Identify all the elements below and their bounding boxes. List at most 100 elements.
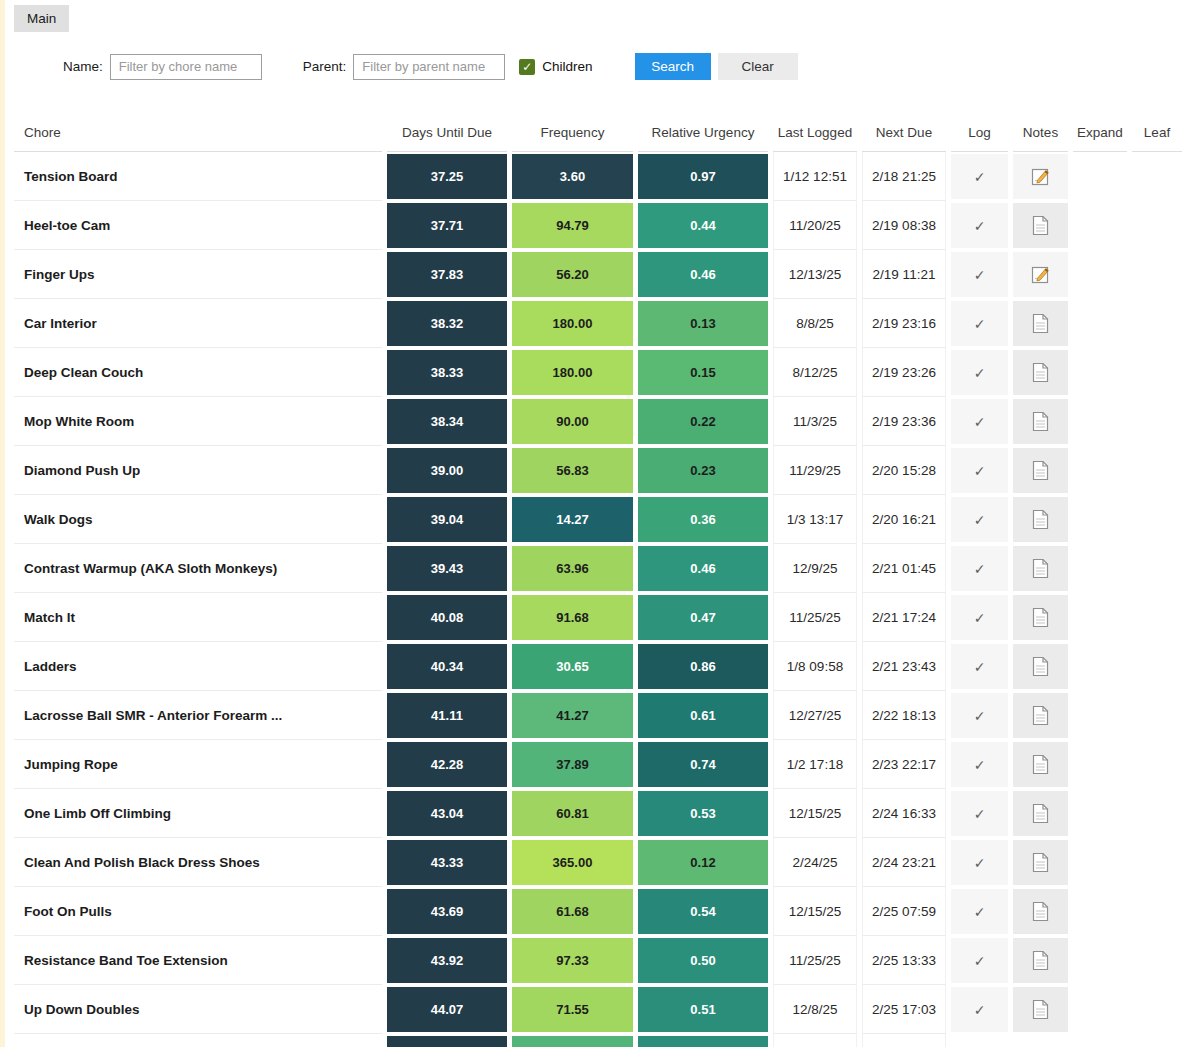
chore-name: Contrast Warmup (AKA Sloth Monkeys): [14, 544, 382, 593]
next-due-cell: 2/24 16:33: [862, 789, 946, 838]
table-row: Match It 40.08 91.68 0.47 11/25/25 2/21 …: [14, 593, 1182, 642]
notes-button[interactable]: [1013, 546, 1068, 591]
notes-button[interactable]: [1013, 399, 1068, 444]
check-icon: ✓: [974, 904, 986, 920]
document-icon: [1032, 411, 1049, 432]
log-button[interactable]: ✓: [951, 350, 1008, 395]
leaf-cell: [1132, 985, 1182, 1034]
log-button[interactable]: ✓: [951, 644, 1008, 689]
days-until-due-cell: 42.28: [387, 742, 507, 787]
column-header-chore[interactable]: Chore: [14, 125, 382, 152]
table-row: Tension Board 37.25 3.60 0.97 1/12 12:51…: [14, 152, 1182, 201]
notes-button[interactable]: [1013, 1036, 1068, 1047]
log-button[interactable]: ✓: [951, 203, 1008, 248]
notes-button[interactable]: [1013, 252, 1068, 297]
tab-main[interactable]: Main: [14, 5, 69, 32]
expand-cell: [1073, 152, 1127, 201]
column-header-last-logged[interactable]: Last Logged: [773, 125, 857, 152]
log-button[interactable]: ✓: [951, 987, 1008, 1032]
last-logged-cell: 12/13/25: [773, 250, 857, 299]
notes-button[interactable]: [1013, 693, 1068, 738]
leaf-cell: [1132, 593, 1182, 642]
column-header-log[interactable]: Log: [951, 125, 1008, 152]
expand-cell: [1073, 544, 1127, 593]
leaf-cell: [1132, 495, 1182, 544]
next-due-cell: 2/19 11:21: [862, 250, 946, 299]
table-row: Car Interior 38.32 180.00 0.13 8/8/25 2/…: [14, 299, 1182, 348]
notes-button[interactable]: [1013, 497, 1068, 542]
notes-button[interactable]: [1013, 448, 1068, 493]
last-logged-cell: 8/12/25: [773, 348, 857, 397]
expand-cell: [1073, 1034, 1127, 1047]
column-header-frequency[interactable]: Frequency: [512, 125, 633, 152]
notes-button[interactable]: [1013, 154, 1068, 199]
column-header-next-due[interactable]: Next Due: [862, 125, 946, 152]
last-logged-cell: 12/9/25: [773, 544, 857, 593]
expand-cell: [1073, 299, 1127, 348]
document-icon: [1032, 803, 1049, 824]
log-button[interactable]: ✓: [951, 301, 1008, 346]
days-until-due-cell: 40.08: [387, 595, 507, 640]
next-due-cell: 2/20 16:21: [862, 495, 946, 544]
search-button[interactable]: Search: [635, 53, 711, 80]
days-until-due-cell: 43.04: [387, 791, 507, 836]
table-row: Walk Dogs 39.04 14.27 0.36 1/3 13:17 2/2…: [14, 495, 1182, 544]
edit-note-icon: [1031, 265, 1051, 285]
expand-cell: [1073, 838, 1127, 887]
expand-cell: [1073, 201, 1127, 250]
notes-button[interactable]: [1013, 350, 1068, 395]
clear-button[interactable]: Clear: [718, 53, 798, 80]
column-header-notes[interactable]: Notes: [1013, 125, 1068, 152]
notes-button[interactable]: [1013, 203, 1068, 248]
children-checkbox[interactable]: ✓: [519, 59, 535, 75]
notes-button[interactable]: [1013, 742, 1068, 787]
log-button[interactable]: ✓: [951, 693, 1008, 738]
log-button[interactable]: ✓: [951, 399, 1008, 444]
log-button[interactable]: ✓: [951, 546, 1008, 591]
log-button[interactable]: ✓: [951, 595, 1008, 640]
column-header-leaf[interactable]: Leaf: [1132, 125, 1182, 152]
column-header-expand[interactable]: Expand: [1073, 125, 1127, 152]
document-icon: [1032, 852, 1049, 873]
relative-urgency-cell: 0.47: [638, 595, 768, 640]
notes-button[interactable]: [1013, 987, 1068, 1032]
relative-urgency-cell: 0.13: [638, 301, 768, 346]
column-header-days-until-due[interactable]: Days Until Due: [387, 125, 507, 152]
log-button[interactable]: [951, 1036, 1008, 1047]
check-icon: ✓: [974, 512, 986, 528]
notes-button[interactable]: [1013, 840, 1068, 885]
notes-button[interactable]: [1013, 889, 1068, 934]
parent-name-filter-input[interactable]: [353, 54, 505, 80]
log-button[interactable]: ✓: [951, 252, 1008, 297]
relative-urgency-cell: 0.97: [638, 154, 768, 199]
expand-cell: [1073, 985, 1127, 1034]
log-button[interactable]: ✓: [951, 154, 1008, 199]
notes-button[interactable]: [1013, 791, 1068, 836]
notes-button[interactable]: [1013, 644, 1068, 689]
chore-name-filter-input[interactable]: [110, 54, 262, 80]
log-button[interactable]: ✓: [951, 938, 1008, 983]
next-due-cell: 2/22 18:13: [862, 691, 946, 740]
table-row: Jumping Rope 42.28 37.89 0.74 1/2 17:18 …: [14, 740, 1182, 789]
log-button[interactable]: ✓: [951, 448, 1008, 493]
chore-name: Clean And Polish Black Dress Shoes: [14, 838, 382, 887]
notes-button[interactable]: [1013, 938, 1068, 983]
frequency-cell: 97.33: [512, 938, 633, 983]
chore-name: Resistance Band Toe Extension: [14, 936, 382, 985]
chore-name: Match It: [14, 593, 382, 642]
last-logged-cell: 11/3/25: [773, 397, 857, 446]
log-button[interactable]: ✓: [951, 889, 1008, 934]
notes-button[interactable]: [1013, 301, 1068, 346]
table-body: Tension Board 37.25 3.60 0.97 1/12 12:51…: [14, 152, 1182, 1047]
log-button[interactable]: ✓: [951, 840, 1008, 885]
notes-button[interactable]: [1013, 595, 1068, 640]
relative-urgency-cell: 0.46: [638, 546, 768, 591]
days-until-due-cell: 44.07: [387, 987, 507, 1032]
days-until-due-cell: 37.83: [387, 252, 507, 297]
log-button[interactable]: ✓: [951, 742, 1008, 787]
log-button[interactable]: ✓: [951, 791, 1008, 836]
column-header-relative-urgency[interactable]: Relative Urgency: [638, 125, 768, 152]
log-button[interactable]: ✓: [951, 497, 1008, 542]
days-until-due-cell: 38.32: [387, 301, 507, 346]
document-icon: [1032, 460, 1049, 481]
